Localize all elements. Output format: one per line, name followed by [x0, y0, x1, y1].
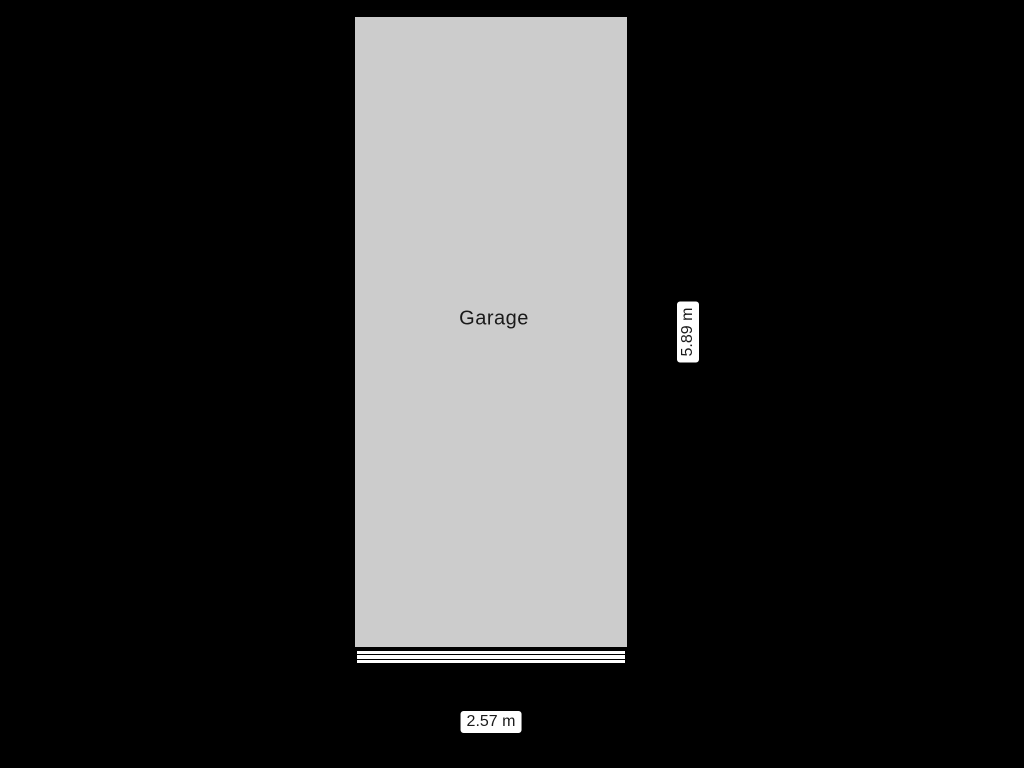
garage-door-line	[357, 654, 625, 655]
garage-room: Garage	[352, 14, 630, 650]
dimension-width-label: 2.57 m	[460, 710, 523, 734]
garage-door	[356, 650, 626, 664]
dimension-height-label: 5.89 m	[676, 301, 700, 364]
garage-door-line	[357, 659, 625, 660]
garage-room-label: Garage	[459, 308, 529, 331]
